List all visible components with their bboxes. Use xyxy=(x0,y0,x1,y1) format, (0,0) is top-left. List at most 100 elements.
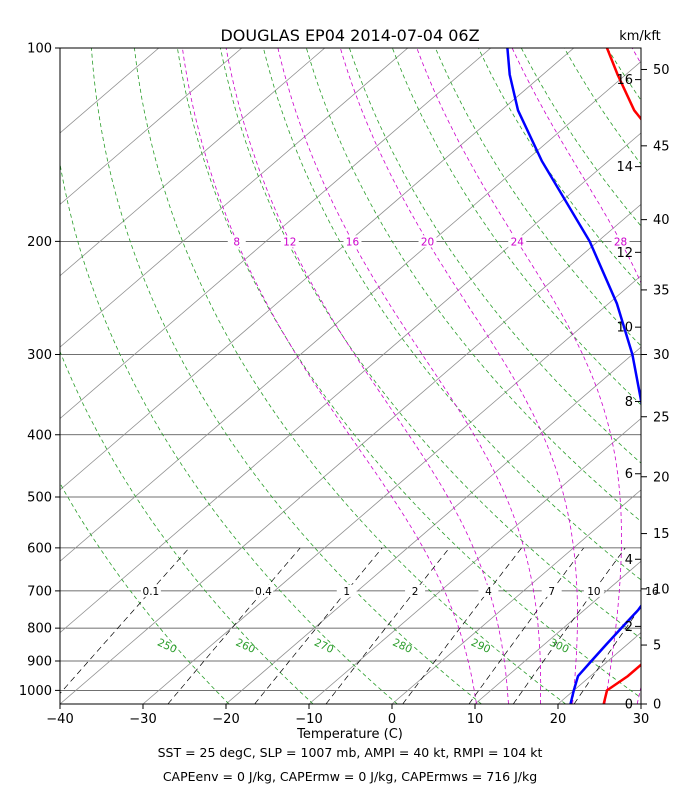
dry-adiabat-label: 280 xyxy=(391,637,414,656)
mixing-ratio-line xyxy=(60,547,190,695)
kft-tick-label: 5 xyxy=(653,639,661,654)
moist-adiabat-line xyxy=(182,48,477,704)
pressure-tick-label: 600 xyxy=(27,541,52,556)
dry-adiabat-line xyxy=(91,48,482,704)
dry-adiabat-label: 260 xyxy=(234,637,257,656)
dry-adiabat-label: 290 xyxy=(469,637,492,656)
pressure-tick-label: 300 xyxy=(27,348,52,363)
km-tick-label: 8 xyxy=(625,395,633,410)
pressure-tick-label: 100 xyxy=(27,42,52,57)
mixing-ratio-label-bg xyxy=(583,584,604,597)
pressure-tick-label: 200 xyxy=(27,235,52,250)
isotherm-line xyxy=(60,132,641,634)
moist-adiabat-line xyxy=(277,48,542,704)
dry-adiabat-label: 300 xyxy=(547,637,570,656)
km-tick-label: 10 xyxy=(616,321,633,336)
dry-adiabat-line xyxy=(60,350,314,704)
pressure-tick-label: 400 xyxy=(27,428,52,443)
dry-adiabat-line xyxy=(520,48,641,227)
mixing-ratio-label: 10 xyxy=(587,586,600,598)
dry-adiabat-line xyxy=(563,48,641,165)
mixing-ratio-line xyxy=(402,547,522,704)
km-tick-label: 12 xyxy=(616,246,633,261)
mixing-ratio-label-bg xyxy=(140,584,161,597)
moist-adiabat-label-bg xyxy=(418,235,437,248)
footer-line-1: SST = 25 degC, SLP = 1007 mb, AMPI = 40 … xyxy=(157,745,543,760)
temperature-tick-label: −10 xyxy=(295,712,322,727)
dry-adiabat-line xyxy=(60,482,230,704)
moist-adiabat-line xyxy=(225,48,509,704)
mixing-ratio-line xyxy=(254,547,383,704)
pressure-tick-label: 1000 xyxy=(19,684,52,699)
moist-adiabat-label: 16 xyxy=(346,236,360,248)
isotherm-line xyxy=(60,61,641,562)
mixing-ratio-label: 7 xyxy=(548,586,555,598)
kft-tick-label: 50 xyxy=(653,63,670,78)
isotherm-line xyxy=(60,203,641,704)
temperature-tick-label: 30 xyxy=(633,712,650,727)
x-axis-label: Temperature (C) xyxy=(296,727,403,740)
mixing-ratio-label-bg xyxy=(641,584,662,597)
mixing-ratio-label: 4 xyxy=(485,586,492,598)
km-tick-label: 6 xyxy=(625,467,633,482)
isotherm-line xyxy=(60,48,575,491)
moist-adiabat-label: 12 xyxy=(283,236,296,248)
pressure-tick-label: 900 xyxy=(27,654,52,669)
grid-lines xyxy=(60,48,641,704)
km-tick-label: 14 xyxy=(616,160,633,175)
km-tick-label: 16 xyxy=(616,73,633,88)
temperature-tick-label: 20 xyxy=(550,712,567,727)
dry-adiabat-line xyxy=(177,48,641,699)
mixing-ratio-label-bg xyxy=(336,584,357,597)
moist-adiabat-label: 8 xyxy=(233,236,240,248)
moist-adiabat-label: 24 xyxy=(511,236,525,248)
isotherm-line xyxy=(60,48,492,420)
pressure-tick-label: 500 xyxy=(27,491,52,506)
mixing-ratio-label: 0.1 xyxy=(143,586,160,598)
mixing-ratio-label-bg xyxy=(405,584,426,597)
km-tick-label: 2 xyxy=(625,620,633,635)
profiles xyxy=(506,48,641,704)
mixing-ratio-label-bg xyxy=(478,584,499,597)
kft-tick-label: 30 xyxy=(653,348,670,363)
kft-tick-label: 35 xyxy=(653,283,670,298)
temperature-tick-label: 10 xyxy=(467,712,484,727)
mixing-ratio-label-bg xyxy=(253,584,274,597)
dry-adiabat-line xyxy=(263,48,641,581)
kft-tick-label: 45 xyxy=(653,139,670,154)
mixing-ratio-line xyxy=(325,547,450,704)
temperature-tick-label: 0 xyxy=(388,712,396,727)
mixing-ratio-line xyxy=(468,547,584,704)
kft-tick-label: 20 xyxy=(653,470,670,485)
moist-adiabat-line xyxy=(339,48,578,704)
mixing-ratio-line xyxy=(512,547,626,704)
mixing-ratio-label: 0.4 xyxy=(255,586,272,598)
kft-tick-label: 0 xyxy=(653,698,661,713)
dry-adiabat-label: 250 xyxy=(155,637,178,656)
dry-adiabat-line xyxy=(60,161,398,704)
right-axis-label: km/kft xyxy=(619,29,661,44)
temperature-tick-label: −40 xyxy=(46,712,73,727)
dry-adiabat-line xyxy=(306,48,641,523)
grid-labels: 25026027028029030081216202428320.10.4124… xyxy=(140,235,662,656)
mixing-ratio-label-bg xyxy=(541,584,562,597)
dry-adiabat-line xyxy=(392,48,641,406)
skewt-chart: DOUGLAS EP04 2014-07-04 06Z km/kft 250 26… xyxy=(19,26,670,740)
moist-adiabat-label-bg xyxy=(227,235,246,248)
dry-adiabat-line xyxy=(220,48,641,640)
mixing-ratio-line xyxy=(167,547,301,704)
isotherm-line xyxy=(60,48,243,205)
dry-adiabat-label: 270 xyxy=(312,637,335,656)
moist-adiabat-label: 20 xyxy=(421,236,434,248)
mixing-ratio-line xyxy=(573,605,641,704)
isotherm-line xyxy=(142,275,641,704)
isotherm-line xyxy=(391,489,641,704)
footer-line-2: CAPEenv = 0 J/kg, CAPErmw = 0 J/kg, CAPE… xyxy=(162,769,538,784)
isotherm-line xyxy=(308,417,641,704)
km-tick-label: 0 xyxy=(625,698,633,713)
pressure-tick-label: 700 xyxy=(27,584,52,599)
isotherm-line xyxy=(225,346,641,704)
isotherm-line xyxy=(60,48,160,134)
kft-tick-label: 40 xyxy=(653,213,670,228)
